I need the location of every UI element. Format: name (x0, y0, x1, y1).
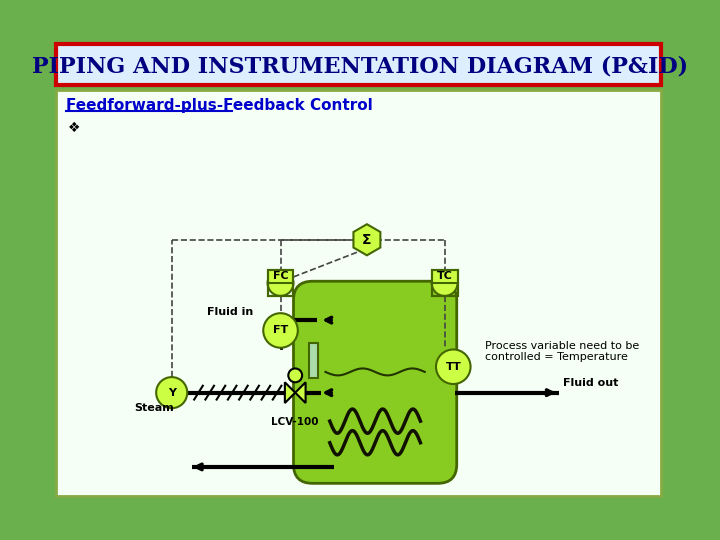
Text: Σ: Σ (362, 233, 372, 247)
Circle shape (156, 377, 187, 408)
Polygon shape (285, 382, 295, 403)
FancyBboxPatch shape (432, 270, 458, 283)
Ellipse shape (432, 270, 458, 296)
Circle shape (288, 368, 302, 382)
FancyBboxPatch shape (56, 44, 660, 85)
Text: Process variable need to be
controlled = Temperature: Process variable need to be controlled =… (485, 341, 639, 362)
Text: Feedforward-plus-Feedback Control: Feedforward-plus-Feedback Control (66, 98, 373, 113)
Text: PIPING AND INSTRUMENTATION DIAGRAM (P&ID): PIPING AND INSTRUMENTATION DIAGRAM (P&ID… (32, 55, 688, 77)
Text: TT: TT (446, 362, 461, 372)
Text: FT: FT (273, 326, 288, 335)
FancyBboxPatch shape (56, 90, 660, 496)
Text: Y: Y (168, 388, 176, 397)
Ellipse shape (268, 270, 294, 296)
Text: ❖: ❖ (68, 122, 81, 136)
FancyBboxPatch shape (294, 281, 456, 483)
Polygon shape (354, 224, 380, 255)
Text: Fluid in: Fluid in (207, 307, 253, 316)
Text: Fluid out: Fluid out (563, 379, 618, 388)
Circle shape (436, 349, 471, 384)
Polygon shape (295, 382, 305, 403)
FancyBboxPatch shape (268, 270, 294, 283)
Text: FC: FC (273, 272, 288, 281)
Text: Steam: Steam (135, 403, 174, 413)
Circle shape (264, 313, 298, 348)
Text: TC: TC (437, 272, 453, 281)
Text: LCV-100: LCV-100 (271, 417, 319, 427)
FancyBboxPatch shape (309, 343, 318, 378)
